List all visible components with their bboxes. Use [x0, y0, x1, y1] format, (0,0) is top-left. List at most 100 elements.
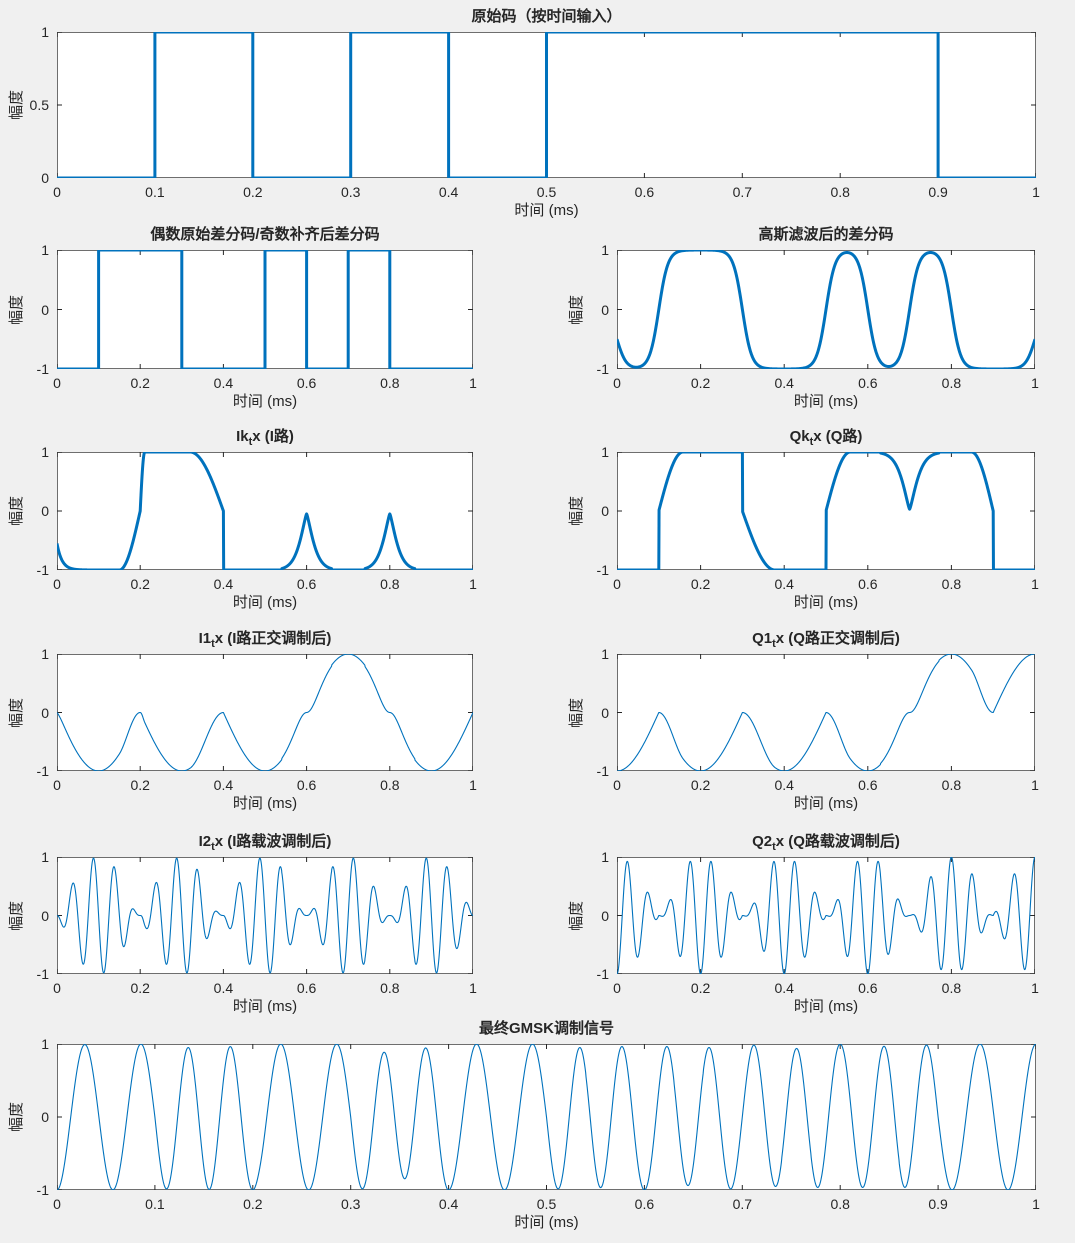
y-tick-label: -1: [596, 562, 609, 578]
x-tick-label: 1: [469, 980, 477, 996]
x-axis-label: 时间 (ms): [514, 1214, 579, 1231]
x-tick-label: 0.6: [858, 576, 878, 592]
x-axis-label: 时间 (ms): [232, 795, 298, 812]
axes-background: [57, 857, 473, 974]
y-tick-label: 1: [41, 242, 49, 258]
x-tick-label: 0.1: [145, 1196, 165, 1212]
signal-line: [617, 654, 1035, 771]
x-tick-label: 1: [1031, 777, 1039, 793]
plot-title-text: x (Q路载波调制后): [775, 833, 900, 850]
plot-title-text: I2: [198, 833, 212, 850]
plot-title-text: Qk: [789, 428, 810, 445]
x-tick-label: 0.9: [928, 184, 948, 200]
y-tick-label: 1: [601, 242, 609, 258]
plot-title-text: x (I路): [252, 428, 294, 445]
x-tick-label: 0: [613, 777, 621, 793]
plot-title-subscript: t: [772, 638, 776, 650]
axes-box: [617, 452, 1035, 570]
plot-title-text: x (Q路正交调制后): [775, 630, 900, 647]
y-tick-label: 0: [601, 301, 609, 318]
y-tick-label: 1: [41, 24, 49, 40]
x-tick-label: 0.8: [941, 777, 962, 793]
x-tick-label: 0: [53, 576, 61, 592]
x-tick-label: 0.5: [536, 1196, 557, 1212]
axes-box: [57, 654, 473, 771]
plot-title-text: 最终GMSK调制信号: [478, 1020, 614, 1037]
signal-line: [617, 452, 1035, 570]
x-tick-label: 0.9: [928, 1196, 948, 1212]
plot-title: 偶数原始差分码/奇数补齐后差分码: [57, 225, 473, 245]
x-tick-label: 0.2: [243, 184, 263, 200]
plot-title: 原始码（按时间输入）: [57, 7, 1036, 27]
x-tick-label: 0.2: [130, 375, 150, 391]
y-tick-label: 0: [601, 704, 609, 721]
x-axis-label: 时间 (ms): [793, 393, 859, 410]
x-tick-label: 0.7: [732, 1196, 753, 1212]
x-tick-label: 0.2: [690, 576, 711, 592]
plot-title: Qktx (Q路): [617, 427, 1035, 452]
x-tick-label: 0.6: [296, 980, 317, 996]
plot-title-subscript: t: [772, 841, 776, 853]
x-tick-label: 1: [469, 375, 477, 391]
axes-background: [617, 654, 1035, 771]
axes-background: [617, 452, 1035, 570]
x-tick-label: 0.8: [830, 184, 850, 200]
x-tick-label: 0.6: [858, 980, 878, 996]
plot-title: I1tx (I路正交调制后): [57, 629, 473, 654]
x-axis-label: 时间 (ms): [232, 594, 298, 611]
x-tick-label: 0.2: [130, 576, 150, 592]
x-tick-label: 0.8: [941, 980, 962, 996]
axes-background: [57, 1044, 1036, 1190]
plot-title-text: 偶数原始差分码/奇数补齐后差分码: [150, 226, 380, 243]
x-tick-label: 0.8: [380, 375, 400, 391]
y-tick-label: 1: [601, 444, 609, 460]
plot-title-text: x (Q路): [813, 428, 863, 445]
x-tick-label: 0.4: [213, 980, 234, 996]
x-tick-label: 0.3: [340, 1196, 361, 1212]
x-axis-label: 时间 (ms): [793, 795, 859, 812]
y-axis-label: 幅度: [8, 294, 25, 325]
x-tick-label: 0.4: [774, 375, 794, 391]
y-tick-label: -1: [596, 763, 609, 779]
plot-title: Q2tx (Q路载波调制后): [617, 832, 1035, 857]
y-tick-label: 1: [41, 444, 49, 460]
y-tick-label: 0: [41, 704, 49, 721]
plot-title-text: x (I路载波调制后): [214, 833, 332, 850]
x-axis-label: 时间 (ms): [232, 393, 298, 410]
axes-background: [57, 32, 1036, 178]
x-tick-label: 0.2: [690, 980, 711, 996]
x-tick-label: 0.7: [732, 184, 753, 200]
x-tick-label: 0.2: [243, 1196, 263, 1212]
y-tick-label: -1: [36, 763, 49, 779]
signal-line: [57, 32, 1036, 178]
y-axis-label: 幅度: [8, 89, 25, 121]
plot-title-text: Q2: [752, 833, 773, 850]
x-tick-label: 0.6: [858, 777, 878, 793]
x-tick-label: 0.8: [380, 980, 400, 996]
y-tick-label: -1: [596, 361, 609, 377]
x-tick-label: 0.4: [213, 576, 234, 592]
y-axis-label: 幅度: [568, 294, 585, 325]
x-tick-label: 0.6: [296, 375, 317, 391]
x-tick-label: 0.8: [941, 375, 962, 391]
x-tick-label: 0.6: [858, 375, 878, 391]
signal-line: [617, 250, 1035, 369]
x-axis-label: 时间 (ms): [514, 202, 579, 219]
x-tick-label: 0.5: [536, 184, 557, 200]
plot-title-text: I1: [198, 630, 212, 647]
x-tick-label: 0.1: [145, 184, 165, 200]
signal-line: [57, 654, 473, 771]
plot-title-text: Ik: [236, 428, 249, 445]
x-tick-label: 0.2: [130, 980, 150, 996]
x-tick-label: 0.4: [774, 980, 794, 996]
y-tick-label: -1: [36, 562, 49, 578]
axes-box: [617, 250, 1035, 369]
plot-title-subscript: t: [248, 436, 253, 448]
